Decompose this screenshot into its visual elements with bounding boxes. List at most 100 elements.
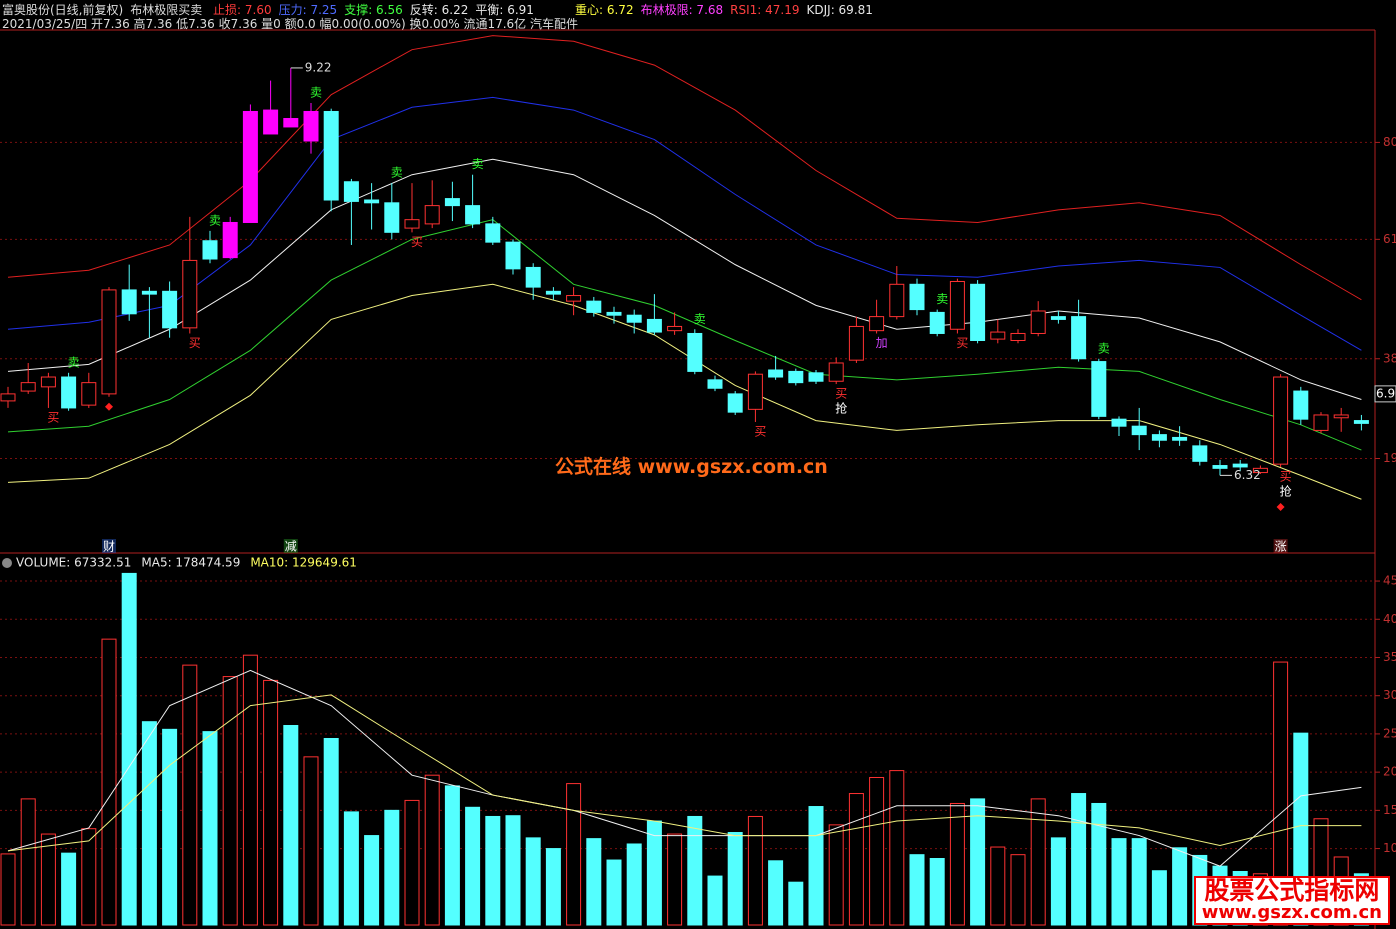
candle-body <box>61 376 77 409</box>
volume-bar <box>1071 793 1087 926</box>
tag-box <box>102 539 116 553</box>
readout: 止损: 7.60 <box>213 3 272 17</box>
candle-body <box>222 221 238 259</box>
volume-bar <box>525 837 541 926</box>
signal-label: 抢 <box>835 401 847 416</box>
volume-bar <box>141 721 157 926</box>
candle-body <box>1172 436 1188 441</box>
signal-label: 加 <box>876 336 888 350</box>
candle-body <box>1313 414 1329 431</box>
candle-body <box>808 372 824 382</box>
candle-body <box>646 318 662 333</box>
volume-bar <box>505 815 521 926</box>
y-tick-label: 30 <box>1383 688 1396 702</box>
candle-body <box>182 259 198 329</box>
signal-label: 卖 <box>694 312 706 326</box>
volume-bar <box>545 848 561 926</box>
volume-bar <box>909 854 925 926</box>
volume-bar <box>768 860 784 926</box>
volume-bar <box>424 774 440 926</box>
volume-bar <box>101 638 117 926</box>
readout: 布林极限: 7.68 <box>640 3 724 17</box>
y-tick-label: 19 <box>1383 451 1396 465</box>
signal-label: 卖 <box>1098 341 1110 355</box>
candle-body <box>525 266 541 288</box>
volume-bar <box>343 811 359 926</box>
volume-bar <box>788 881 804 926</box>
signal-label: 买 <box>189 336 201 350</box>
indicator-name: 布林极限买卖 <box>130 3 203 17</box>
candle-body <box>869 316 885 332</box>
volume-bar <box>707 875 723 926</box>
volume-bar <box>828 824 844 926</box>
signal-label: 卖 <box>310 86 322 100</box>
tag-label: 财 <box>103 540 115 554</box>
candle-body <box>1333 414 1349 419</box>
volume-bar <box>1131 838 1147 926</box>
readout: 压力: 7.25 <box>278 3 338 17</box>
volume-bar <box>808 806 824 926</box>
volume-bar <box>646 820 662 926</box>
header: 富奥股份(日线,前复权) 布林极限买卖 止损: 7.60 压力: 7.25 支撑: 6… <box>0 0 1396 32</box>
last-price-box <box>1374 385 1396 403</box>
candle-body <box>1010 332 1026 341</box>
candle-body <box>1192 445 1208 462</box>
y-tick-label: 15 <box>1383 803 1396 817</box>
signal-label: 卖 <box>209 213 221 227</box>
candle-body <box>889 283 905 318</box>
candle-body <box>384 202 400 233</box>
volume-bar <box>40 833 56 926</box>
signal-label: 买 <box>956 336 968 350</box>
indicator-line <box>7 219 1362 451</box>
volume-bar <box>1030 798 1046 926</box>
volume-bar <box>404 799 420 926</box>
volume-bar <box>242 654 258 926</box>
candle-body <box>545 290 561 295</box>
volume-bar <box>384 809 400 926</box>
tag-box <box>283 539 298 553</box>
readout: KDJJ: 69.81 <box>806 3 873 17</box>
header-row: 富奥股份(日线,前复权) 布林极限买卖 止损: 7.60 压力: 7.25 支撑: 6… <box>2 1 541 18</box>
candle-body <box>485 223 501 243</box>
indicator-line <box>7 669 1362 867</box>
candle-body <box>121 289 137 315</box>
volume-readout: MA10: 129649.61 <box>250 556 357 570</box>
candle-body <box>1252 467 1268 474</box>
candle-body <box>81 382 97 406</box>
candle-body <box>1353 420 1369 424</box>
watermark: www.gszx.com.cn <box>1201 902 1382 924</box>
candle-body <box>424 205 440 225</box>
volume-bar <box>81 828 97 926</box>
candle-body <box>970 283 986 341</box>
candle-body <box>747 373 763 410</box>
volume-bar <box>162 728 178 926</box>
volume-bar <box>182 664 198 926</box>
info: 2021/03/25/四 开7.36 高7.36 低7.36 收7.36 量0 … <box>2 17 578 31</box>
volume-bar <box>263 679 279 926</box>
volume-bar <box>61 852 77 926</box>
candle-body <box>949 280 965 330</box>
candle-body <box>141 290 157 295</box>
indicator-line <box>7 158 1362 400</box>
candle-body <box>323 110 339 201</box>
volume-bar <box>1151 870 1167 926</box>
volume-bar <box>1273 661 1289 926</box>
candle-body <box>909 283 925 311</box>
watermark-box: 股票公式指标网 www.gszx.com.cn <box>1193 875 1390 925</box>
volume-bar <box>848 793 864 926</box>
candle-body <box>1151 434 1167 441</box>
signal-label: 卖 <box>68 355 80 369</box>
candle-body <box>1091 361 1107 417</box>
candle-body <box>263 109 279 135</box>
y-tick-label: 80 <box>1383 135 1396 149</box>
volume-bar <box>283 725 299 926</box>
info-row: 2021/03/25/四 开7.36 高7.36 低7.36 收7.36 量0 … <box>2 15 585 32</box>
readout: 反转: 6.22 <box>409 3 469 17</box>
volume-bar <box>202 731 218 926</box>
candle-body <box>1232 463 1248 468</box>
readout: 支撑: 6.56 <box>344 3 403 17</box>
volume-bar <box>586 838 602 926</box>
candle-body <box>162 290 178 329</box>
readout: 重心: 6.72 <box>575 3 634 17</box>
